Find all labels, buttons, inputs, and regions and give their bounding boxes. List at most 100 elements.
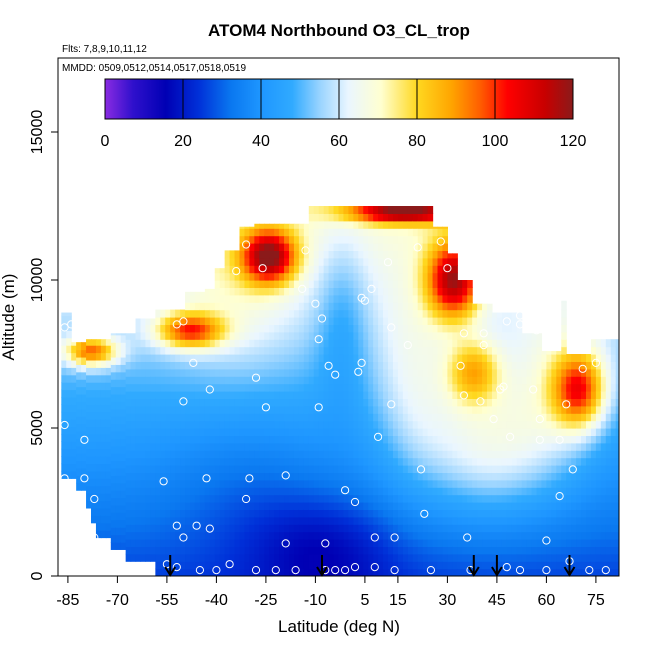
curtain-cell <box>392 368 399 377</box>
curtain-cell <box>333 539 340 547</box>
curtain-cell <box>610 531 617 540</box>
curtain-cell <box>293 383 300 392</box>
curtain-cell <box>526 442 533 451</box>
curtain-cell <box>175 531 181 540</box>
curtain-cell <box>170 331 176 340</box>
curtain-cell <box>348 546 354 555</box>
curtain-cell <box>185 354 191 362</box>
curtain-cell <box>95 411 102 420</box>
curtain-cell <box>259 383 265 392</box>
curtain-cell <box>61 367 67 376</box>
curtain-cell <box>610 553 617 562</box>
curtain-cell <box>383 265 389 274</box>
curtain-cell <box>452 502 458 510</box>
curtain-cell <box>214 524 221 533</box>
curtain-cell <box>491 420 498 429</box>
curtain-cell <box>180 539 186 547</box>
curtain-cell <box>590 413 597 422</box>
curtain-cell <box>546 354 552 362</box>
curtain-cell <box>566 472 572 481</box>
curtain-cell <box>185 331 191 340</box>
curtain-cell <box>427 324 434 333</box>
curtain-cell <box>531 413 538 422</box>
curtain-cell <box>427 524 434 533</box>
curtain-cell <box>392 228 399 237</box>
curtain-cell <box>175 487 181 496</box>
curtain-cell <box>373 457 379 466</box>
curtain-cell <box>185 324 191 333</box>
curtain-cell <box>363 302 369 311</box>
curtain-cell <box>308 457 315 466</box>
curtain-cell <box>95 426 102 435</box>
curtain-cell <box>100 419 107 428</box>
curtain-cell <box>402 361 409 370</box>
curtain-cell <box>551 539 557 547</box>
curtain-cell <box>427 516 434 525</box>
curtain-cell <box>61 441 67 450</box>
x-tick-label: -40 <box>205 592 228 609</box>
curtain-cell <box>556 398 562 407</box>
curtain-cell <box>249 516 255 525</box>
curtain-cell <box>343 516 349 525</box>
curtain-cell <box>100 478 107 487</box>
sample-point <box>515 320 525 329</box>
curtain-cell <box>432 479 439 488</box>
curtain-cell <box>427 331 434 340</box>
curtain-cell <box>328 206 335 214</box>
curtain-cell <box>284 294 290 303</box>
curtain-cell <box>175 339 181 348</box>
curtain-cell <box>397 354 404 362</box>
curtain-cell <box>546 472 552 481</box>
curtain-cell <box>160 309 166 318</box>
sample-point <box>568 465 577 474</box>
curtain-cell <box>581 546 587 555</box>
curtain-cell <box>165 420 171 429</box>
curtain-cell <box>91 367 97 376</box>
curtain-cell <box>388 405 394 414</box>
curtain-cell <box>378 420 384 429</box>
curtain-cell <box>427 383 434 392</box>
curtain-cell <box>422 487 429 496</box>
curtain-cell <box>482 413 488 422</box>
sample-point <box>413 243 422 252</box>
curtain-cell <box>417 435 424 444</box>
curtain-cell <box>462 516 468 525</box>
curtain-cell <box>155 368 161 377</box>
curtain-cell <box>298 346 305 355</box>
curtain-cell <box>76 379 82 388</box>
curtain-cell <box>595 509 602 518</box>
curtain-cell <box>452 383 458 392</box>
curtain-cell <box>135 546 142 555</box>
curtain-cell <box>308 361 315 370</box>
curtain-cell <box>333 435 340 444</box>
curtain-cell <box>224 457 231 466</box>
curtain-cell <box>105 396 112 405</box>
curtain-cell <box>81 460 87 469</box>
curtain-cell <box>125 361 132 370</box>
curtain-cell <box>254 524 260 533</box>
curtain-cell <box>313 354 320 362</box>
curtain-cell <box>383 280 389 288</box>
curtain-cell <box>452 479 458 488</box>
curtain-cell <box>343 428 349 436</box>
sample-point <box>476 397 485 406</box>
curtain-cell <box>383 228 389 237</box>
curtain-cell <box>289 413 295 422</box>
curtain-cell <box>447 487 453 496</box>
curtain-cell <box>561 398 567 407</box>
curtain-cell <box>239 398 246 407</box>
curtain-cell <box>303 324 310 333</box>
curtain-cell <box>130 450 137 459</box>
curtain-cell <box>457 568 463 576</box>
curtain-cell <box>120 430 127 439</box>
curtain-cell <box>511 420 518 429</box>
curtain-cell <box>363 346 369 355</box>
curtain-cell <box>135 405 142 414</box>
curtain-cell <box>110 527 117 536</box>
curtain-cell <box>219 502 226 510</box>
curtain-cell <box>194 561 201 570</box>
curtain-cell <box>145 546 151 555</box>
curtain-cell <box>487 361 493 370</box>
curtain-cell <box>194 420 201 429</box>
curtain-cell <box>318 354 325 362</box>
